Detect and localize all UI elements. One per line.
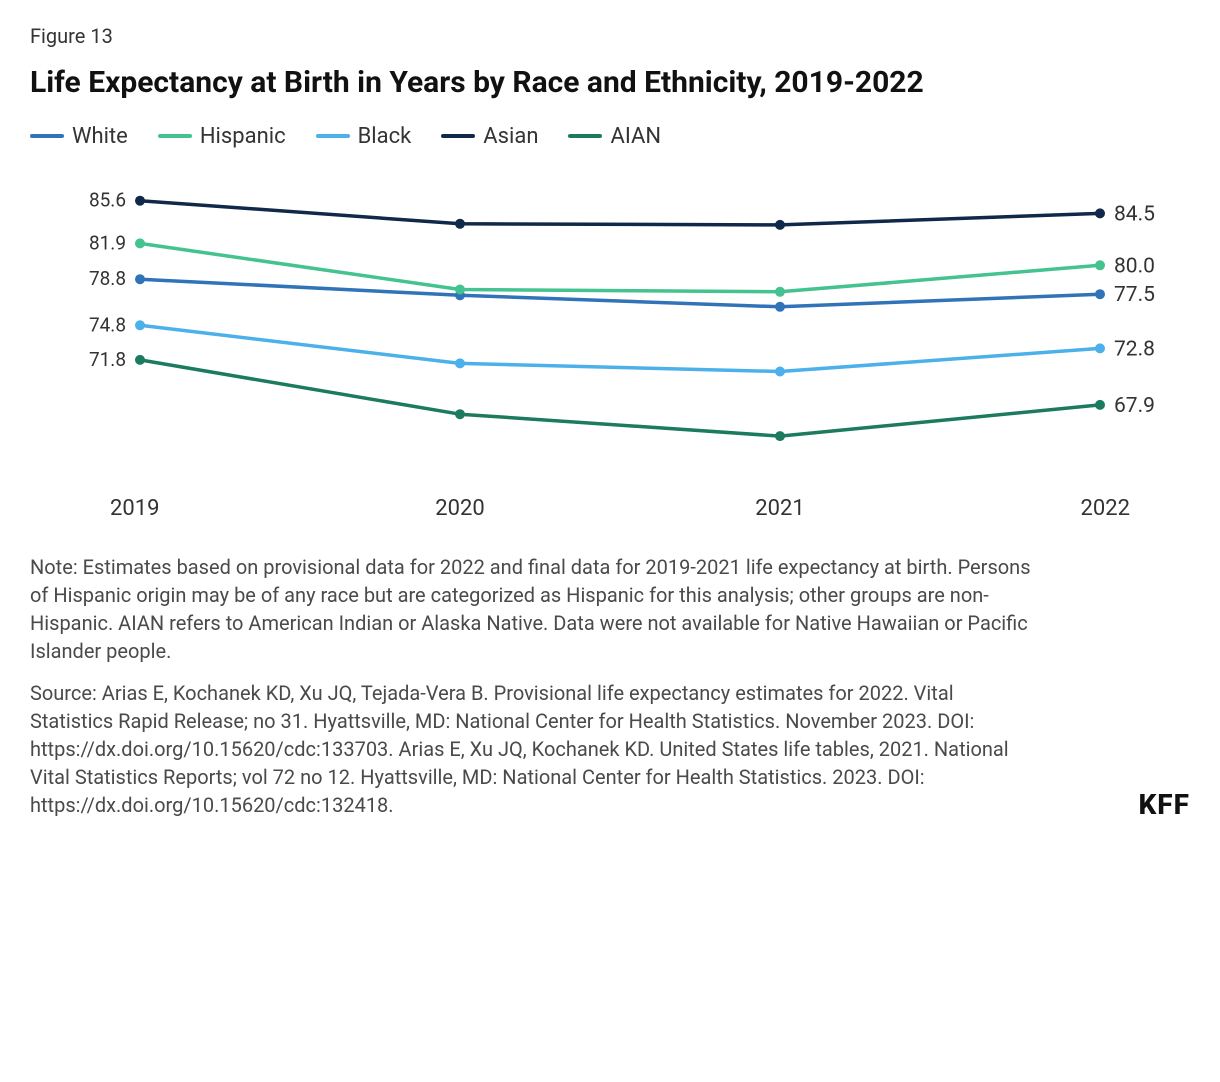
legend-item: AIAN <box>568 124 661 149</box>
note-text: Note: Estimates based on provisional dat… <box>30 553 1040 665</box>
legend-item: Asian <box>441 124 538 149</box>
legend-swatch <box>441 134 475 138</box>
series-marker <box>775 366 785 376</box>
right-value-label: 84.5 <box>1114 202 1155 226</box>
legend-item: Black <box>316 124 412 149</box>
series-marker <box>455 409 465 419</box>
series-line <box>140 200 1100 224</box>
series-marker <box>135 238 145 248</box>
legend-swatch <box>158 134 192 138</box>
series-marker <box>775 431 785 441</box>
kff-logo: KFF <box>1138 788 1190 821</box>
series-line <box>140 279 1100 307</box>
legend: White Hispanic Black Asian AIAN <box>30 124 1190 149</box>
series-marker <box>775 219 785 229</box>
source-text: Source: Arias E, Kochanek KD, Xu JQ, Tej… <box>30 679 1040 819</box>
x-axis-label: 2022 <box>1081 496 1130 521</box>
left-value-label: 71.8 <box>89 347 126 370</box>
legend-item: White <box>30 124 128 149</box>
series-marker <box>1095 289 1105 299</box>
line-chart: 85.6 81.9 78.8 74.8 71.8 84.5 80.0 77.5 72.8 67.9… <box>30 163 1160 527</box>
right-value-label: 72.8 <box>1114 337 1155 361</box>
legend-swatch <box>568 134 602 138</box>
left-value-label: 74.8 <box>89 313 126 336</box>
chart-title: Life Expectancy at Birth in Years by Rac… <box>30 64 1090 102</box>
series-marker <box>1095 343 1105 353</box>
legend-label: Asian <box>483 124 538 149</box>
series-marker <box>1095 260 1105 270</box>
series-marker <box>1095 208 1105 218</box>
right-value-label: 67.9 <box>1114 393 1155 417</box>
right-value-label: 80.0 <box>1114 254 1155 278</box>
left-value-label: 78.8 <box>89 267 126 290</box>
series-marker <box>1095 399 1105 409</box>
series-marker <box>455 284 465 294</box>
series-marker <box>775 286 785 296</box>
x-axis-label: 2020 <box>435 496 484 521</box>
legend-item: Hispanic <box>158 124 286 149</box>
legend-label: Black <box>358 124 412 149</box>
series-marker <box>455 358 465 368</box>
left-value-label: 85.6 <box>89 188 126 211</box>
legend-label: AIAN <box>610 124 661 149</box>
series-line <box>140 243 1100 291</box>
left-value-label: 81.9 <box>89 231 126 254</box>
right-value-label: 77.5 <box>1114 283 1155 307</box>
x-axis-label: 2021 <box>755 496 804 521</box>
legend-swatch <box>316 134 350 138</box>
legend-swatch <box>30 134 64 138</box>
series-marker <box>135 195 145 205</box>
x-axis-label: 2019 <box>110 496 159 521</box>
figure-label: Figure 13 <box>30 24 1190 48</box>
legend-label: Hispanic <box>200 124 286 149</box>
series-marker <box>135 354 145 364</box>
series-marker <box>455 218 465 228</box>
series-marker <box>135 320 145 330</box>
series-marker <box>775 301 785 311</box>
series-line <box>140 359 1100 435</box>
series-line <box>140 325 1100 371</box>
legend-label: White <box>72 124 128 149</box>
series-marker <box>135 274 145 284</box>
